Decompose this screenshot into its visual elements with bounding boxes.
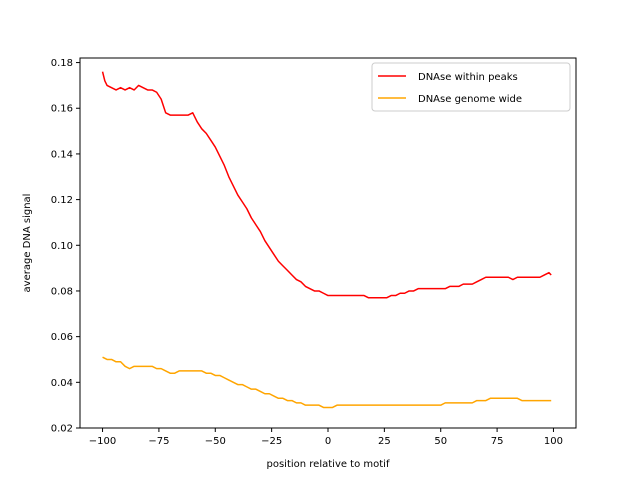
x-tick-label: 75 [491, 436, 504, 447]
x-tick-label: −75 [148, 436, 169, 447]
y-axis-label: average DNA signal [22, 194, 33, 293]
x-tick-label: 25 [378, 436, 391, 447]
plot-lines [101, 71, 552, 409]
y-tick-label: 0.16 [51, 104, 73, 115]
x-tick-label: 0 [325, 436, 331, 447]
series-line-1 [102, 356, 552, 409]
x-axis-ticks: −100 −75 −50 −25 0 25 50 75 100 [89, 428, 563, 447]
x-tick-label: 50 [434, 436, 447, 447]
legend-label-within-peaks: DNAse within peaks [418, 72, 518, 83]
y-axis-ticks: 0.02 0.04 0.06 0.08 0.10 0.12 0.14 0.16 0.18 [51, 58, 80, 435]
x-tick-label: −50 [205, 436, 226, 447]
y-tick-label: 0.14 [51, 149, 73, 160]
y-tick-label: 0.06 [51, 332, 73, 343]
legend-box [371, 62, 571, 112]
y-tick-label: 0.10 [51, 241, 73, 252]
x-tick-label: 100 [544, 436, 563, 447]
x-tick-label: −100 [89, 436, 116, 447]
series-line-0 [101, 71, 552, 299]
legend: DNAse within peaks DNAse genome wide [371, 62, 571, 112]
y-tick-label: 0.18 [51, 58, 73, 69]
y-tick-label: 0.02 [51, 424, 73, 435]
x-tick-label: −25 [261, 436, 282, 447]
legend-label-genome-wide: DNAse genome wide [418, 94, 522, 105]
y-tick-label: 0.12 [51, 195, 73, 206]
y-tick-label: 0.08 [51, 286, 73, 297]
y-tick-label: 0.04 [51, 378, 73, 389]
x-axis-label: position relative to motif [267, 459, 390, 470]
